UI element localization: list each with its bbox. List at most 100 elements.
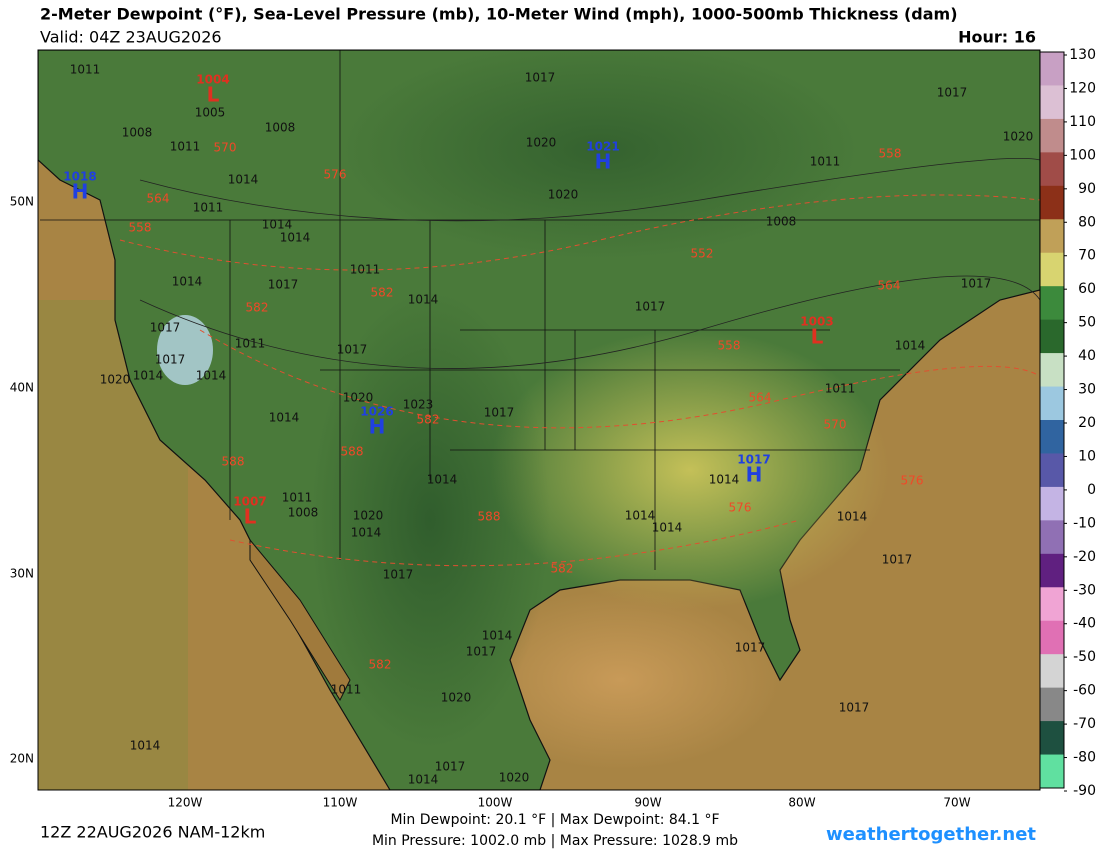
isobar-label: 1017 [466,645,497,659]
isobar-label: 1011 [825,382,856,396]
isobar-label: 1017 [383,568,414,582]
isobar-label: 1014 [228,173,259,187]
colorbar-segment [1040,654,1064,689]
colorbar-tick-label: 130 [1069,47,1096,63]
isobar-label: 1008 [288,506,319,520]
colorbar-segment [1040,587,1064,622]
isobar-label: 1011 [282,491,313,505]
isobar-label: 1014 [837,510,868,524]
colorbar-segment [1040,420,1064,454]
isobar-label: 1017 [484,406,515,420]
isobar-label: 1011 [331,683,362,697]
colorbar-segment [1040,118,1064,153]
colorbar-segment [1040,353,1064,388]
colorbar-frame [1039,51,1065,789]
isobar-label: 1014 [625,509,656,523]
center-value: 1018 [63,170,96,184]
center-letter: H [595,150,612,174]
colorbar-segment [1040,185,1064,220]
colorbar-tick-label: -20 [1073,549,1096,565]
isobar-label: 1008 [122,126,153,140]
thickness-label: 582 [371,286,394,300]
lon-label: 110W [323,796,358,810]
isobar-label: 1014 [280,231,311,245]
isobar-label: 1008 [265,121,296,135]
colorbar-segment [1040,520,1064,555]
dry-region [310,290,550,750]
map-area [38,50,1040,790]
colorbar-segment [1040,553,1064,588]
site-credit: weathertogether.net [826,824,1036,845]
isobar-label: 1020 [441,691,472,705]
isobar-label: 1014 [895,339,926,353]
thickness-label: 588 [222,455,245,469]
isobar-label: 1017 [839,701,870,715]
isobar-label: 1017 [937,86,968,100]
colorbar-segment [1040,286,1064,321]
thickness-label: 558 [129,221,152,235]
center-letter: L [207,83,220,107]
center-value: 1021 [586,140,619,154]
colorbar-segment [1040,453,1064,488]
colorbar-tick-label: -50 [1073,649,1096,665]
isobar-label: 1017 [961,277,992,291]
isobar-label: 1011 [810,155,841,169]
colorbar-tick-label: -90 [1073,783,1096,799]
isobar-label: 1014 [269,411,300,425]
lon-label: 100W [478,796,513,810]
isobar-label: 1011 [350,263,381,277]
lon-label: 80W [788,796,815,810]
colorbar-segment [1040,85,1064,120]
isobar-lines [139,157,1040,369]
center-value: 1026 [360,405,393,419]
colorbar-segment [1040,721,1064,756]
center-letter: L [244,505,257,529]
colorbar-segment [1040,754,1064,789]
isobar-label: 1017 [435,760,466,774]
thickness-label: 552 [691,247,714,261]
isobar-label: 1014 [133,369,164,383]
colorbar-segment [1040,52,1064,86]
valid-time: Valid: 04Z 23AUG2026 [40,28,222,47]
colorbar-tick-label: -60 [1073,683,1096,699]
thickness-label: 564 [147,192,170,206]
thickness-label: 582 [246,301,269,315]
lon-label: 70W [943,796,970,810]
isobar-label: 1014 [351,526,382,540]
thickness-label: 564 [749,391,772,405]
thickness-label: 576 [324,168,347,182]
colorbar-segment [1040,219,1064,254]
isobar-label: 1014 [482,629,513,643]
thickness-label: 576 [729,501,752,515]
colorbar-segment [1040,620,1064,655]
thickness-label: 570 [824,418,847,432]
colorbar-tick-label: 70 [1078,248,1096,264]
center-letter: H [369,415,386,439]
colorbar-segment [1040,152,1064,187]
isobar-label: 1020 [100,373,131,387]
title: 2-Meter Dewpoint (°F), Sea-Level Pressur… [40,5,958,24]
isobar-label: 1020 [1003,130,1034,144]
isobar-label: 1005 [195,106,226,120]
colorbar-tick-label: 50 [1078,315,1096,331]
isobar-label: 1020 [526,136,557,150]
colorbar-tick-label: 60 [1078,281,1096,297]
isobar-label: 1017 [525,71,556,85]
isobar-label: 1017 [155,353,186,367]
colorbar-tick-label: 120 [1069,80,1096,96]
isobar-label: 1017 [337,343,368,357]
thickness-label: 588 [341,445,364,459]
isobar-label: 1017 [882,553,913,567]
lat-label: 40N [10,381,34,395]
isobar-label: 1008 [766,215,797,229]
isobar-label: 1011 [170,140,201,154]
thickness-label: 582 [551,562,574,576]
baja [249,538,351,702]
pressure-range: Min Pressure: 1002.0 mb | Max Pressure: … [372,833,738,849]
lat-label: 50N [10,195,34,209]
center-letter: H [746,463,763,487]
thickness-label: 558 [718,339,741,353]
isobar-label: 1023 [403,398,434,412]
borders [40,50,1040,570]
